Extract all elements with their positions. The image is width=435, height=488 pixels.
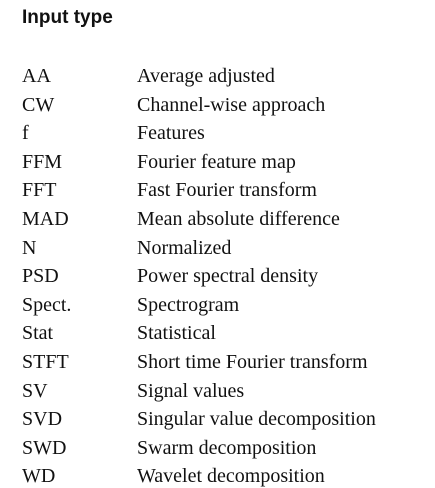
abbreviation-row: CW Channel-wise approach [22, 91, 435, 120]
abbreviation-definition: Wavelet decomposition [137, 465, 325, 488]
abbreviation-definition: Fast Fourier transform [137, 179, 317, 202]
abbreviation-row: WD Wavelet decomposition [22, 462, 435, 488]
abbreviation-definition: Statistical [137, 322, 216, 345]
abbreviation-row: AA Average adjusted [22, 62, 435, 91]
abbreviation-definition: Singular value decomposition [137, 408, 376, 431]
abbreviation-definition: Average adjusted [137, 65, 275, 87]
abbreviation-definition: Spectrogram [137, 293, 240, 316]
abbreviation-row: Spect. Spectrogram [22, 291, 435, 320]
abbreviation-definition: Channel-wise approach [137, 93, 326, 116]
abbreviation-term: CW [22, 93, 55, 116]
abbreviation-row: SV Signal values [22, 377, 435, 406]
abbreviation-term: FFM [22, 150, 63, 173]
abbreviation-term: Spect. [22, 293, 72, 316]
abbreviation-definition: Short time Fourier transform [137, 350, 368, 373]
abbreviation-definition: Features [137, 122, 205, 145]
abbreviation-term: STFT [22, 350, 69, 373]
abbreviation-term: N [22, 236, 37, 259]
abbreviation-row: f Features [22, 119, 435, 148]
abbreviation-list: AA Average adjusted CW Channel-wise approac… [22, 62, 435, 488]
abbreviation-row: PSD Power spectral density [22, 262, 435, 291]
abbreviation-row: STFT Short time Fourier transform [22, 348, 435, 377]
abbreviation-term: f [22, 122, 29, 145]
abbreviation-definition: Signal values [137, 379, 245, 402]
abbreviation-definition: Normalized [137, 236, 232, 259]
section-title: Input type [22, 7, 113, 28]
abbreviation-row: N Normalized [22, 234, 435, 263]
abbreviation-term: MAD [22, 207, 69, 230]
abbreviation-row: Stat Statistical [22, 319, 435, 348]
abbreviation-term: SV [22, 379, 48, 402]
abbreviation-term: Stat [22, 322, 54, 345]
abbreviation-row: SWD Swarm decomposition [22, 434, 435, 463]
abbreviation-term: WD [22, 465, 56, 488]
abbreviation-term: FFT [22, 179, 57, 202]
abbreviation-term: SVD [22, 408, 63, 431]
abbreviation-definition: Swarm decomposition [137, 436, 317, 459]
abbreviation-row: FFM Fourier feature map [22, 148, 435, 177]
abbreviation-row: MAD Mean absolute difference [22, 205, 435, 234]
abbreviation-term: SWD [22, 436, 67, 459]
abbreviation-row: FFT Fast Fourier transform [22, 176, 435, 205]
abbreviation-row: SVD Singular value decomposition [22, 405, 435, 434]
abbreviation-definition: Power spectral density [137, 265, 319, 288]
abbreviation-term: AA [22, 65, 51, 87]
abbreviation-definition: Mean absolute difference [137, 207, 340, 230]
abbreviation-definition: Fourier feature map [137, 150, 296, 173]
abbreviation-term: PSD [22, 265, 59, 288]
